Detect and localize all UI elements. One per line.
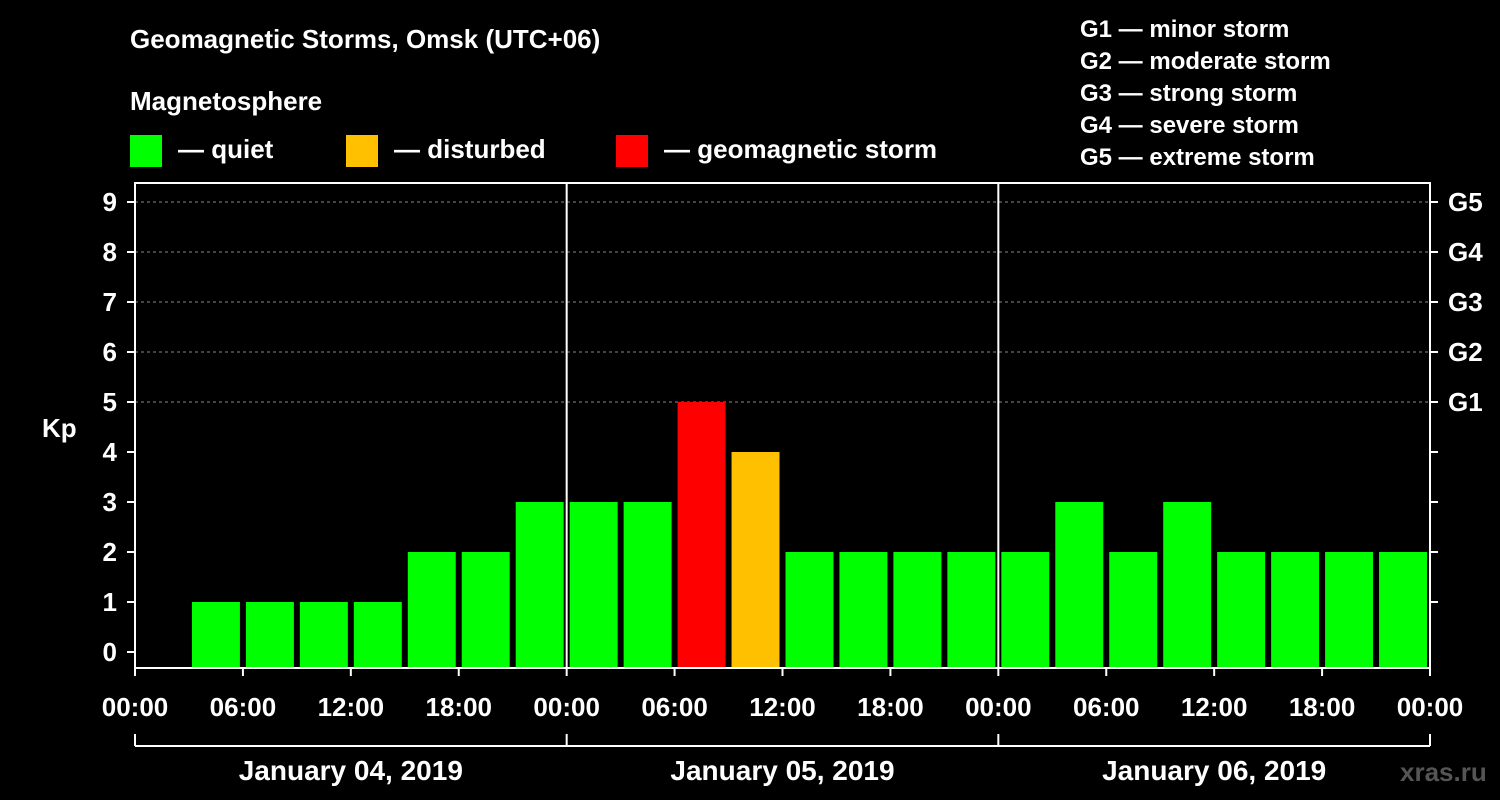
y-axis-label: Kp [42,413,77,443]
date-label-2: January 06, 2019 [1102,755,1326,786]
y-tick-label-4: 4 [103,437,118,467]
g-level-label-G3: G3 [1448,287,1483,317]
x-tick-label-8: 00:00 [965,692,1032,722]
date-label-0: January 04, 2019 [239,755,463,786]
legend-label-quiet: — quiet [178,134,274,164]
bar-13 [839,552,888,668]
x-tick-label-7: 18:00 [857,692,924,722]
g-level-label-G4: G4 [1448,237,1483,267]
bar-11 [731,452,780,668]
bar-22 [1325,552,1374,668]
watermark: xras.ru [1400,757,1487,787]
x-tick-label-0: 00:00 [102,692,169,722]
g-legend-g5: G5 — extreme storm [1080,144,1315,171]
y-tick-label-7: 7 [103,287,117,317]
bar-12 [785,552,834,668]
x-tick-label-6: 12:00 [749,692,816,722]
legend-swatch-storm [616,135,648,167]
g-level-label-G2: G2 [1448,337,1483,367]
y-tick-label-3: 3 [103,487,117,517]
g-legend-g3: G3 — strong storm [1080,80,1298,107]
legend-label-disturbed: — disturbed [394,134,546,164]
bar-21 [1271,552,1320,668]
g-legend-g1: G1 — minor storm [1080,16,1290,43]
bar-4 [353,602,402,668]
y-tick-label-9: 9 [103,187,117,217]
x-tick-label-4: 00:00 [533,692,600,722]
bar-9 [623,502,672,668]
x-tick-label-11: 18:00 [1289,692,1356,722]
y-tick-label-6: 6 [103,337,117,367]
bar-17 [1055,502,1104,668]
x-tick-label-9: 06:00 [1073,692,1140,722]
bar-10 [677,402,726,668]
g-legend-g4: G4 — severe storm [1080,112,1299,139]
bar-19 [1163,502,1212,668]
bar-15 [947,552,996,668]
bar-18 [1109,552,1158,668]
x-tick-label-2: 12:00 [318,692,385,722]
y-tick-label-8: 8 [103,237,117,267]
bar-1 [191,602,240,668]
x-tick-label-12: 00:00 [1397,692,1464,722]
bar-7 [515,502,564,668]
date-label-1: January 05, 2019 [670,755,894,786]
bar-16 [1001,552,1050,668]
legend-label-storm: — geomagnetic storm [664,134,938,164]
bar-8 [569,502,618,668]
x-tick-label-1: 06:00 [210,692,277,722]
bar-6 [461,552,510,668]
x-tick-label-10: 12:00 [1181,692,1248,722]
x-tick-label-5: 06:00 [641,692,708,722]
y-tick-label-0: 0 [103,637,117,667]
bar-23 [1379,552,1427,668]
y-tick-label-2: 2 [103,537,117,567]
g-legend-g2: G2 — moderate storm [1080,48,1331,75]
bar-2 [245,602,294,668]
bar-20 [1217,552,1266,668]
g-level-label-G1: G1 [1448,387,1483,417]
legend-swatch-quiet [130,135,162,167]
bar-14 [893,552,942,668]
y-tick-label-1: 1 [103,587,117,617]
bar-3 [299,602,348,668]
legend-swatch-disturbed [346,135,378,167]
bar-5 [407,552,456,668]
magnetosphere-title: Magnetosphere [130,86,323,116]
y-tick-label-5: 5 [103,387,117,417]
x-tick-label-3: 18:00 [426,692,493,722]
g-level-label-G5: G5 [1448,187,1483,217]
chart-title: Geomagnetic Storms, Omsk (UTC+06) [130,24,601,54]
